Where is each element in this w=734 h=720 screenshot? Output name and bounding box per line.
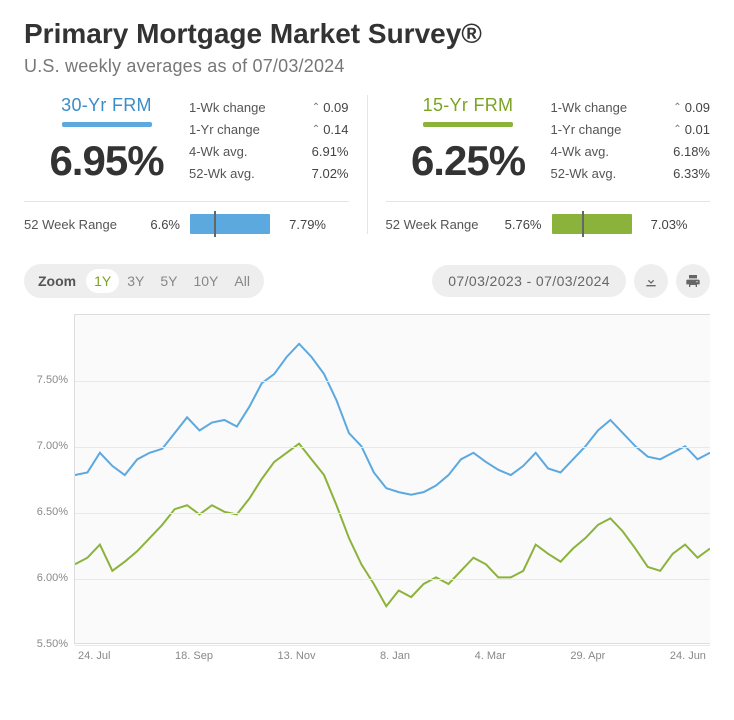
rate-underline xyxy=(62,122,152,127)
print-icon xyxy=(685,273,701,289)
series-line xyxy=(75,444,710,607)
stat-value: ⌃0.01 xyxy=(673,119,710,141)
x-tick-label: 29. Apr xyxy=(570,650,605,662)
range-bar xyxy=(190,214,270,234)
stat-value: 6.91% xyxy=(312,141,349,163)
rate-stats: 1-Wk change⌃0.091-Yr change⌃0.014-Wk avg… xyxy=(551,95,711,185)
x-tick-label: 24. Jun xyxy=(670,650,706,662)
zoom-3y-button[interactable]: 3Y xyxy=(119,269,152,293)
stat-row: 52-Wk avg. 7.02% xyxy=(189,163,349,185)
rate-card-15yr: 15-Yr FRM6.25%1-Wk change⌃0.091-Yr chang… xyxy=(368,95,711,234)
zoom-5y-button[interactable]: 5Y xyxy=(152,269,185,293)
zoom-all-button[interactable]: All xyxy=(226,269,258,293)
chart-lines xyxy=(75,315,710,643)
stat-row: 1-Yr change ⌃0.14 xyxy=(189,119,349,141)
caret-up-icon: ⌃ xyxy=(673,119,681,141)
rate-card-30yr: 30-Yr FRM6.95%1-Wk change⌃0.091-Yr chang… xyxy=(24,95,368,234)
range-label: 52 Week Range xyxy=(24,217,124,232)
stat-row: 1-Wk change ⌃0.09 xyxy=(551,97,711,119)
range-label: 52 Week Range xyxy=(386,217,486,232)
rate-cards: 30-Yr FRM6.95%1-Wk change⌃0.091-Yr chang… xyxy=(24,95,710,234)
caret-up-icon: ⌃ xyxy=(312,97,320,119)
caret-up-icon: ⌃ xyxy=(312,119,320,141)
stat-value: 7.02% xyxy=(312,163,349,185)
stat-label: 52-Wk avg. xyxy=(551,163,617,185)
series-line xyxy=(75,344,710,495)
y-tick-label: 6.00% xyxy=(37,572,68,584)
stat-label: 52-Wk avg. xyxy=(189,163,255,185)
range-high: 7.03% xyxy=(642,217,688,232)
stat-value: 6.18% xyxy=(673,141,710,163)
chart-controls: Zoom 1Y3Y5Y10YAll 07/03/2023 - 07/03/202… xyxy=(24,264,710,298)
stat-label: 1-Yr change xyxy=(551,119,622,141)
stat-row: 4-Wk avg. 6.91% xyxy=(189,141,349,163)
stat-value: ⌃0.14 xyxy=(312,119,349,141)
rate-stats: 1-Wk change⌃0.091-Yr change⌃0.144-Wk avg… xyxy=(189,95,349,185)
zoom-1y-button[interactable]: 1Y xyxy=(86,269,119,293)
zoom-10y-button[interactable]: 10Y xyxy=(185,269,226,293)
stat-label: 4-Wk avg. xyxy=(189,141,248,163)
stat-label: 1-Yr change xyxy=(189,119,260,141)
page-subtitle: U.S. weekly averages as of 07/03/2024 xyxy=(24,56,710,77)
range-low: 6.6% xyxy=(134,217,180,232)
download-button[interactable] xyxy=(634,264,668,298)
stat-row: 1-Yr change ⌃0.01 xyxy=(551,119,711,141)
print-button[interactable] xyxy=(676,264,710,298)
y-tick-label: 7.00% xyxy=(37,440,68,452)
rate-underline xyxy=(423,122,513,127)
x-tick-label: 24. Jul xyxy=(78,650,110,662)
zoom-buttons: 1Y3Y5Y10YAll xyxy=(86,269,258,293)
caret-up-icon: ⌃ xyxy=(673,97,681,119)
y-tick-label: 6.50% xyxy=(37,506,68,518)
stat-row: 4-Wk avg. 6.18% xyxy=(551,141,711,163)
x-tick-label: 13. Nov xyxy=(278,650,316,662)
rate-value: 6.25% xyxy=(386,137,551,185)
x-tick-label: 18. Sep xyxy=(175,650,213,662)
date-range-pill[interactable]: 07/03/2023 - 07/03/2024 xyxy=(432,265,626,297)
stat-value: ⌃0.09 xyxy=(312,97,349,119)
zoom-group: Zoom 1Y3Y5Y10YAll xyxy=(24,264,264,298)
rate-label: 15-Yr FRM xyxy=(386,95,551,116)
range-low: 5.76% xyxy=(496,217,542,232)
range-bar xyxy=(552,214,632,234)
stat-value: ⌃0.09 xyxy=(673,97,710,119)
rate-label: 30-Yr FRM xyxy=(24,95,189,116)
x-tick-label: 4. Mar xyxy=(475,650,506,662)
chart-plot[interactable] xyxy=(74,314,710,644)
zoom-label: Zoom xyxy=(38,273,76,289)
chart-y-axis: 5.50%6.00%6.50%7.00%7.50% xyxy=(24,314,74,644)
stat-label: 4-Wk avg. xyxy=(551,141,610,163)
y-tick-label: 7.50% xyxy=(37,374,68,386)
x-tick-label: 8. Jan xyxy=(380,650,410,662)
rate-value: 6.95% xyxy=(24,137,189,185)
stat-label: 1-Wk change xyxy=(551,97,628,119)
download-icon xyxy=(643,273,659,289)
range-row: 52 Week Range 6.6% 7.79% xyxy=(24,214,349,234)
y-tick-label: 5.50% xyxy=(37,638,68,650)
stat-label: 1-Wk change xyxy=(189,97,266,119)
range-high: 7.79% xyxy=(280,217,326,232)
stat-row: 52-Wk avg. 6.33% xyxy=(551,163,711,185)
chart-x-axis: 24. Jul 18. Sep 13. Nov 8. Jan 4. Mar 29. Apr… xyxy=(74,650,710,662)
chart-area: 5.50%6.00%6.50%7.00%7.50% xyxy=(24,314,710,644)
range-row: 52 Week Range 5.76% 7.03% xyxy=(386,214,711,234)
stat-row: 1-Wk change ⌃0.09 xyxy=(189,97,349,119)
page-title: Primary Mortgage Market Survey® xyxy=(24,18,710,50)
stat-value: 6.33% xyxy=(673,163,710,185)
